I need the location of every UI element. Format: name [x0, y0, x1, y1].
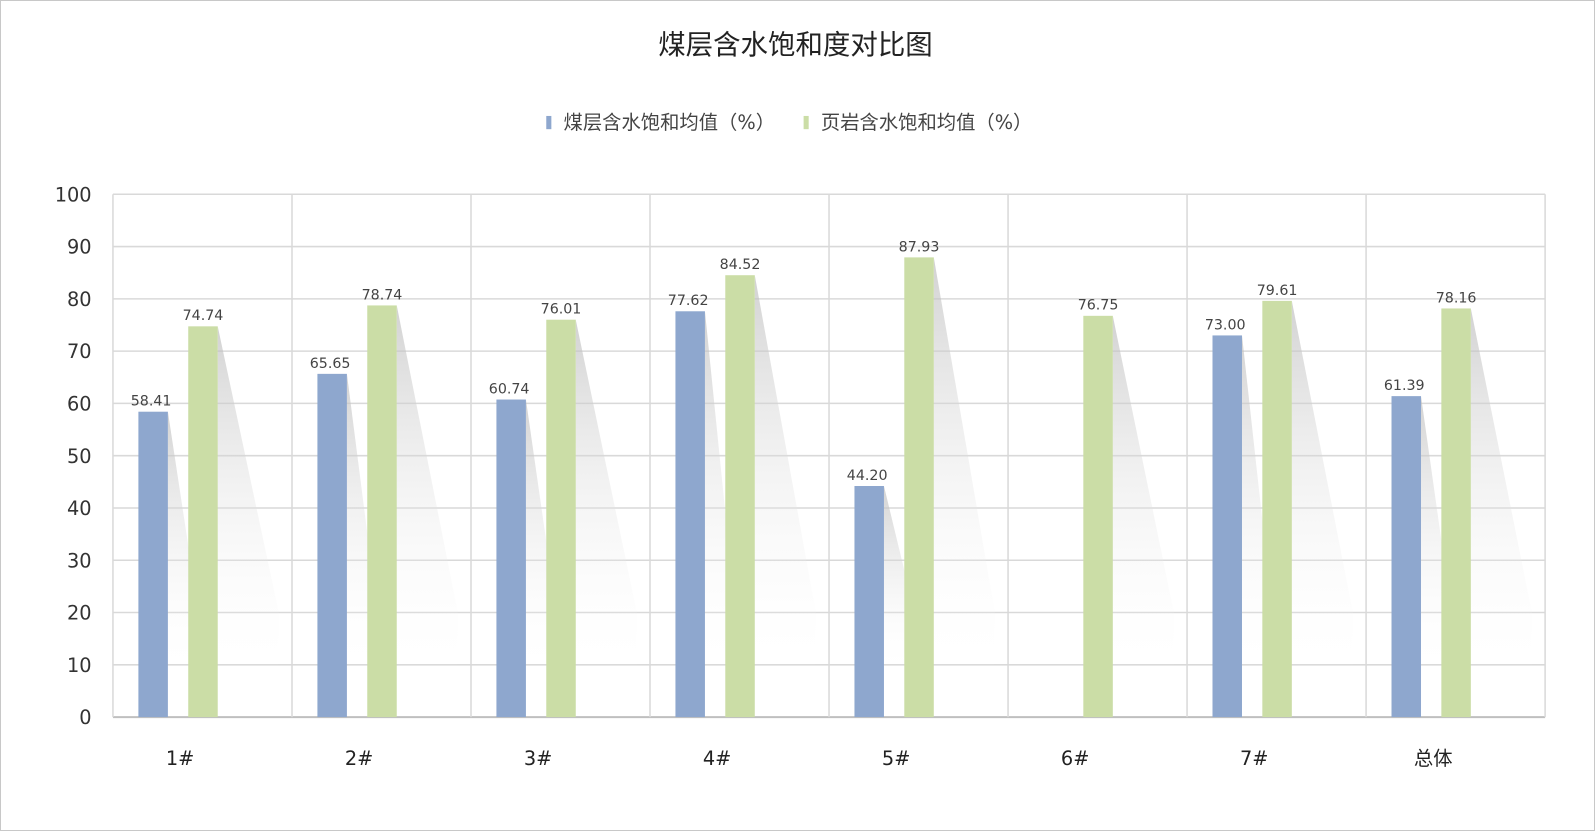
bar-shadow — [396, 305, 458, 677]
x-tick-label: 5# — [882, 747, 910, 770]
data-label: 84.52 — [720, 257, 761, 273]
bars — [138, 257, 1471, 718]
data-label: 78.16 — [1436, 290, 1477, 306]
y-tick-label: 30 — [67, 549, 92, 572]
bar-shale — [725, 275, 755, 718]
bar-shadow — [1470, 308, 1532, 677]
bar-shale — [188, 326, 218, 718]
x-tick-label: 1# — [166, 747, 194, 770]
legend-label-coal: 煤层含水饱和均值（%） — [564, 111, 775, 134]
bar-shadow — [575, 319, 637, 677]
x-tick-label: 4# — [703, 747, 731, 770]
data-label: 76.75 — [1078, 298, 1119, 314]
data-label: 44.20 — [847, 468, 888, 484]
labels: 58.41 74.74 1# 65.65 78.74 2# 60.74 76.01 3# 77.6… — [131, 239, 1477, 770]
data-label: 74.74 — [183, 308, 224, 324]
y-tick-label: 0 — [79, 706, 91, 729]
bar-coal — [854, 485, 884, 718]
bar-coal — [317, 373, 347, 718]
x-tick-label: 总体 — [1414, 747, 1453, 770]
data-label: 79.61 — [1257, 283, 1298, 299]
bar-coal — [1391, 396, 1422, 718]
data-label: 77.62 — [668, 293, 709, 309]
chart-title: 煤层含水饱和度对比图 — [658, 30, 933, 61]
x-tick-label: 6# — [1061, 747, 1089, 770]
bar-shale — [367, 305, 397, 718]
legend-swatch-coal — [546, 115, 552, 130]
y-tick-label: 60 — [67, 393, 92, 416]
data-label: 60.74 — [489, 381, 530, 397]
x-tick-label: 3# — [524, 747, 552, 770]
bar-coal — [138, 411, 168, 718]
y-tick-label: 10 — [67, 654, 92, 677]
legend-swatch-shale — [803, 115, 809, 130]
bar-shale — [904, 257, 934, 718]
bar-shadow — [933, 257, 995, 677]
bar-shale — [1441, 308, 1471, 718]
bar-shale — [1262, 300, 1292, 718]
bar-coal — [675, 311, 705, 718]
legend-label-shale: 页岩含水饱和均值（%） — [821, 111, 1032, 134]
bar-coal — [1212, 335, 1242, 718]
y-tick-label: 70 — [67, 340, 92, 363]
data-label: 61.39 — [1384, 378, 1425, 394]
x-tick-label: 2# — [345, 747, 373, 770]
y-tick-label: 80 — [67, 288, 92, 311]
y-tick-label: 90 — [67, 236, 92, 259]
data-label: 73.00 — [1205, 317, 1246, 333]
y-tick-label: 20 — [67, 602, 92, 625]
data-label: 76.01 — [541, 302, 582, 318]
data-label: 58.41 — [131, 394, 172, 410]
bar-coal — [496, 399, 526, 718]
bar-shadow — [1112, 315, 1174, 677]
legend: 煤层含水饱和均值（%） 页岩含水饱和均值（%） — [546, 111, 1032, 134]
x-tick-label: 7# — [1240, 747, 1268, 770]
bar-shadow — [754, 275, 816, 677]
bar-shale — [546, 319, 576, 718]
y-tick-label: 100 — [55, 183, 92, 206]
bar-shale — [1083, 315, 1113, 718]
y-tick-label: 50 — [67, 445, 92, 468]
bar-shadow — [1291, 300, 1353, 677]
bar-shadow — [217, 326, 279, 677]
data-label: 65.65 — [310, 356, 351, 372]
data-label: 78.74 — [362, 287, 403, 303]
y-tick-label: 40 — [67, 497, 92, 520]
data-label: 87.93 — [899, 239, 940, 255]
